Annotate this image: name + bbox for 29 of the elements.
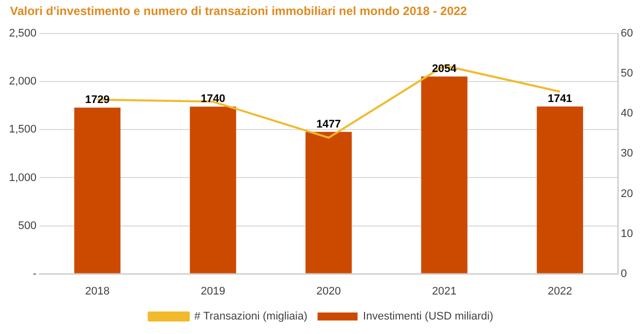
bar bbox=[536, 106, 584, 274]
x-tick-label: 2020 bbox=[316, 285, 341, 298]
y-tick-label: - bbox=[32, 268, 37, 280]
data-label: 1741 bbox=[548, 93, 572, 106]
legend-label: Investimenti (USD miliardi) bbox=[363, 310, 494, 323]
y-tick-label: 1,000 bbox=[8, 172, 37, 184]
y2-tick-label: 50 bbox=[620, 68, 634, 80]
y-tick-label: 2,000 bbox=[8, 76, 37, 88]
y2-tick-label: 40 bbox=[620, 108, 634, 120]
y-tick-label: 2,500 bbox=[8, 28, 37, 40]
x-tick-label: 2021 bbox=[432, 285, 457, 298]
legend-label: # Transazioni (migliaia) bbox=[194, 310, 308, 323]
y2-tick-label: 30 bbox=[620, 148, 634, 160]
y2-tick-label: 10 bbox=[620, 228, 634, 240]
x-tick-label: 2018 bbox=[85, 285, 110, 298]
y-tick-label: 500 bbox=[18, 220, 37, 232]
bar bbox=[190, 106, 236, 274]
y-tick-label: 1,500 bbox=[8, 124, 37, 136]
bar bbox=[306, 132, 352, 274]
y2-tick-label: 0 bbox=[620, 268, 627, 280]
x-tick-label: 2019 bbox=[200, 285, 226, 298]
data-label: 1729 bbox=[85, 94, 110, 106]
bar bbox=[421, 76, 468, 274]
x-tick-label: 2022 bbox=[548, 285, 572, 298]
y2-tick-label: 20 bbox=[620, 188, 634, 200]
bar bbox=[74, 108, 120, 274]
chart-title: Valori d'investimento e numero di transazioni immobiliari nel mondo 2018 - 2022 bbox=[10, 4, 467, 18]
y2-tick-label: 60 bbox=[620, 28, 634, 40]
data-label: 1477 bbox=[316, 118, 341, 130]
